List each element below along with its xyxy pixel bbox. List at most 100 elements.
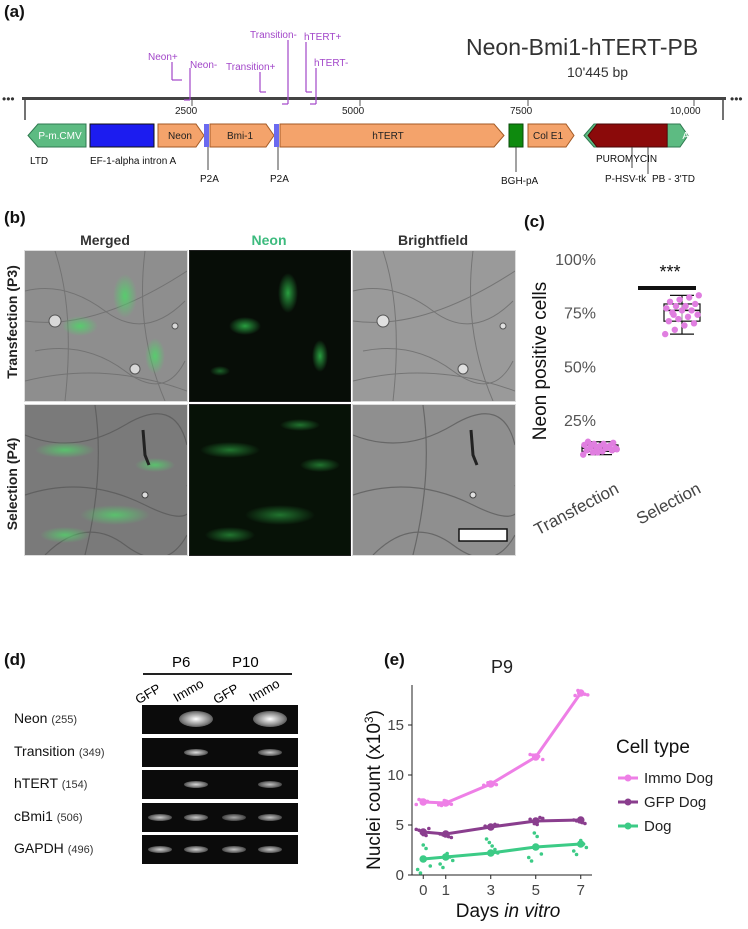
ytick-label: 10 (387, 767, 404, 784)
replicate-point (487, 840, 492, 845)
tick-2500: 2500 (175, 106, 198, 117)
replicate-point (528, 817, 532, 822)
data-point (670, 311, 677, 318)
data-point (580, 451, 587, 458)
lane-label-immo-p6: Immo (170, 675, 207, 705)
gel-band (148, 813, 172, 821)
plasmid-map: 2500 5000 7500 10,000 Neon+ Neon- Transi… (22, 30, 726, 187)
image-neon-selection (189, 404, 351, 556)
row-header-transfection: Transfection (P3) (4, 265, 20, 379)
scale-bar (458, 528, 508, 542)
replicate-point (574, 819, 579, 823)
replicate-point (424, 833, 428, 838)
replicate-point (417, 828, 421, 833)
data-point (594, 449, 601, 456)
gel-band (148, 845, 172, 853)
replicate-point (532, 831, 537, 835)
passage-p10: P10 (232, 654, 259, 671)
replicate-point (414, 802, 419, 807)
replicate-point (449, 835, 454, 840)
primer-htert-plus: hTERT+ (304, 32, 341, 43)
gel-band (222, 845, 246, 853)
panel-a-label: (a) (4, 2, 25, 21)
annot-bgh: BGH-pA (501, 176, 539, 187)
series-point (419, 855, 428, 863)
feature-label-pmcmv: P-m.CMV (38, 131, 82, 142)
replicate-point (445, 851, 449, 856)
data-point (666, 298, 674, 306)
ellipsis-right: ••• (730, 92, 743, 106)
replicate-point (441, 833, 445, 837)
data-point (678, 307, 686, 314)
replicate-point (580, 691, 584, 696)
gene-label-cbmi1: cBmi1 (506) (14, 808, 83, 824)
data-point (681, 322, 688, 329)
replicate-point (422, 798, 427, 803)
gene-label-neon: Neon (255) (14, 710, 78, 726)
replicate-point (493, 847, 497, 852)
replicate-point (574, 852, 579, 857)
x-category-label: Selection (633, 479, 704, 529)
replicate-point (448, 855, 452, 859)
ytick-label: 75% (564, 306, 596, 323)
image-brightfield-transfection (352, 250, 516, 402)
replicate-point (481, 783, 486, 788)
gel-band (222, 813, 246, 821)
feature-ef1a (89, 123, 155, 148)
gel-band (179, 711, 213, 727)
gel-band (258, 845, 282, 853)
replicate-point (439, 803, 444, 808)
replicate-point (539, 852, 544, 856)
annot-ef1a: EF-1-alpha intron A (90, 156, 176, 167)
replicate-point (488, 781, 493, 786)
replicate-point (438, 832, 442, 836)
legend-title: Cell type (616, 737, 690, 758)
feature-label-cole1: Col E1 (533, 131, 563, 142)
data-point (662, 330, 669, 338)
gel-band (184, 748, 208, 756)
panel-d-label: (d) (4, 650, 26, 669)
feature-label-neon: Neon (168, 131, 192, 142)
feature-cole1 (527, 123, 575, 148)
replicate-point (425, 799, 430, 804)
xtick-label: 0 (419, 882, 427, 899)
y-axis-label: Nuclei count (x103) (362, 710, 385, 870)
data-point (675, 315, 682, 323)
replicate-point (420, 798, 424, 802)
data-point (688, 307, 695, 314)
replicate-point (531, 753, 535, 757)
data-point (694, 311, 701, 318)
x-axis-label: Days in vitro (456, 901, 561, 922)
gene-label-transition: Transition (349) (14, 743, 105, 759)
image-neon-transfection (189, 250, 351, 402)
feature-pmcmv (27, 123, 87, 148)
passage-bar-p10 (212, 673, 292, 675)
gel-band (258, 813, 282, 821)
replicate-point (483, 824, 487, 828)
col-header-merged: Merged (80, 232, 130, 248)
panel-b-label: (b) (4, 208, 26, 227)
col-header-brightfield: Brightfield (398, 232, 468, 248)
data-point (695, 292, 702, 299)
replicate-point (535, 834, 539, 839)
data-point (682, 302, 689, 310)
replicate-point (540, 816, 545, 821)
series-point (419, 828, 428, 836)
row-header-selection: Selection (P4) (4, 437, 20, 531)
feature-label-ampr: Amp-r (682, 131, 710, 142)
xtick-label: 1 (442, 882, 450, 899)
replicate-point (428, 864, 433, 868)
replicate-point (571, 849, 576, 853)
primer-htert-minus: hTERT- (314, 58, 348, 69)
y-axis-label: Neon positive cells (530, 282, 551, 440)
replicate-point (442, 798, 447, 803)
image-brightfield-selection (352, 404, 516, 556)
annot-puromycin: PUROMYCIN (596, 154, 657, 165)
replicate-point (421, 832, 426, 837)
feature-label-htert: hTERT (372, 131, 404, 142)
replicate-point (488, 826, 493, 830)
data-point (686, 294, 693, 301)
ytick-label: 5 (396, 817, 404, 834)
gene-label-htert: hTERT (154) (14, 775, 88, 791)
